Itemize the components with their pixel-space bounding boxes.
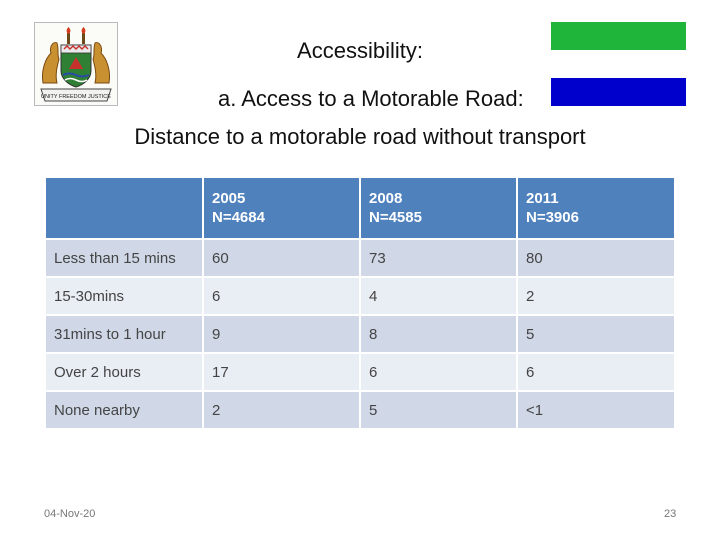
cell-2011: 5 <box>516 314 676 354</box>
row-label: 31mins to 1 hour <box>44 314 204 354</box>
cell-2005: 2 <box>202 390 361 430</box>
header-cell-2005: 2005 N=4684 <box>202 176 361 240</box>
header-year: 2005 <box>212 190 246 207</box>
cell-2011: 2 <box>516 276 676 316</box>
header-cell-2008: 2008 N=4585 <box>359 176 518 240</box>
table-row: None nearby 2 5 <1 <box>44 390 676 430</box>
coat-of-arms-emblem-icon: UNITY FREEDOM JUSTICE <box>40 27 112 102</box>
table-row: Over 2 hours 17 6 6 <box>44 352 676 392</box>
header-cell-blank <box>44 176 204 240</box>
cell-2008: 73 <box>359 238 518 278</box>
cell-2008: 6 <box>359 352 518 392</box>
page-number: 23 <box>664 508 677 520</box>
slide-title-line2: a. Access to a Motorable Road: <box>218 86 524 111</box>
header-sample-size: N=4585 <box>369 209 422 226</box>
slide-title-line1: Accessibility: <box>297 38 423 63</box>
svg-text:UNITY FREEDOM JUSTICE: UNITY FREEDOM JUSTICE <box>41 94 111 100</box>
cell-2005: 6 <box>202 276 361 316</box>
coat-of-arms-image: UNITY FREEDOM JUSTICE <box>34 22 118 106</box>
row-label: Less than 15 mins <box>44 238 204 278</box>
row-label: Over 2 hours <box>44 352 204 392</box>
cell-2005: 60 <box>202 238 361 278</box>
table-row: Less than 15 mins 60 73 80 <box>44 238 676 278</box>
slide-subtitle: Distance to a motorable road without tra… <box>134 124 586 149</box>
table-header-row: 2005 N=4684 2008 N=4585 2011 N=3906 <box>44 176 676 240</box>
cell-2008: 4 <box>359 276 518 316</box>
footer-date: 04-Nov-20 <box>44 508 96 520</box>
cell-2011: 6 <box>516 352 676 392</box>
flag-green-band <box>551 22 686 50</box>
flag-white-band <box>551 50 686 78</box>
cell-2005: 17 <box>202 352 361 392</box>
header-cell-2011: 2011 N=3906 <box>516 176 676 240</box>
cell-2011: 80 <box>516 238 676 278</box>
distance-table: 2005 N=4684 2008 N=4585 2011 N=3906 Less… <box>44 176 676 430</box>
header-sample-size: N=3906 <box>526 209 579 226</box>
header-year: 2011 <box>526 190 559 207</box>
cell-2011: <1 <box>516 390 676 430</box>
cell-2005: 9 <box>202 314 361 354</box>
header-sample-size: N=4684 <box>212 209 265 226</box>
cell-2008: 5 <box>359 390 518 430</box>
sierra-leone-flag-image <box>551 22 686 106</box>
cell-2008: 8 <box>359 314 518 354</box>
row-label: None nearby <box>44 390 204 430</box>
table-row: 15-30mins 6 4 2 <box>44 276 676 316</box>
flag-blue-band <box>551 78 686 106</box>
row-label: 15-30mins <box>44 276 204 316</box>
table-row: 31mins to 1 hour 9 8 5 <box>44 314 676 354</box>
header-year: 2008 <box>369 190 403 207</box>
